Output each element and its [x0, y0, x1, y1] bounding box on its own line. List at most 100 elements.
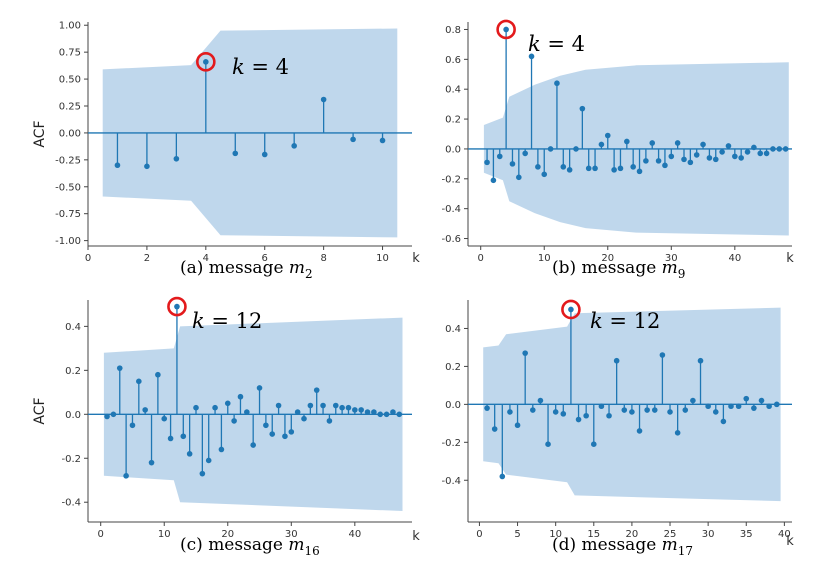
stem-marker: [674, 140, 681, 146]
panel-b-message-m9: 0 10 20 30 40 -0.6 -0.4 -0.2 0.0 0.2 0.4 0.6 0.8 k k =…: [441, 19, 794, 281]
x-tick-label: 15: [587, 529, 600, 540]
stem-marker: [720, 418, 727, 425]
stem-marker: [203, 59, 209, 65]
stem-marker: [339, 404, 345, 411]
stem-marker: [129, 422, 136, 429]
x-tick-label: 0: [85, 253, 91, 264]
stem-marker: [621, 407, 628, 413]
stem-marker: [186, 451, 193, 457]
highlight-circle: [561, 299, 581, 320]
stem-marker: [212, 404, 218, 411]
lag-annotation: k = 4: [232, 55, 289, 79]
stem-marker: [503, 26, 509, 33]
x-tick-label: 0: [478, 253, 484, 264]
stem-marker: [681, 156, 687, 163]
stem-marker: [541, 171, 548, 178]
x-tick-label: 20: [626, 529, 639, 540]
y-tick-label: -0.2: [441, 174, 461, 185]
stem-marker: [575, 416, 582, 423]
stem-marker: [383, 411, 390, 418]
stem-marker: [743, 395, 750, 402]
stem-marker: [371, 409, 377, 415]
stem-marker: [144, 163, 150, 170]
lag-annotation: k = 4: [528, 32, 585, 56]
stem-marker: [674, 430, 681, 436]
stem-marker: [522, 150, 528, 157]
stem-marker: [649, 140, 656, 146]
stem-marker: [697, 357, 704, 364]
stem-marker: [773, 401, 780, 408]
y-axis-label: ACF: [32, 397, 48, 424]
stem-marker: [636, 428, 643, 434]
stem-marker: [136, 378, 142, 385]
stem-marker: [537, 397, 544, 404]
stem-marker: [560, 411, 567, 417]
stem-marker: [766, 403, 772, 410]
stem-marker: [396, 411, 403, 418]
stem-marker: [528, 53, 535, 60]
stem-marker: [261, 151, 268, 158]
stem-marker: [758, 397, 765, 404]
stem-marker: [199, 470, 206, 477]
stem-marker: [263, 422, 269, 429]
x-tick-label: 10: [158, 529, 171, 540]
stem-marker: [161, 415, 168, 422]
stem-marker: [751, 144, 757, 151]
stem-marker: [617, 165, 624, 172]
stem-marker: [301, 415, 307, 422]
x-tick-label: 25: [664, 529, 677, 540]
stem-marker: [167, 435, 174, 442]
stem-marker: [232, 150, 239, 157]
x-tick-label: 20: [601, 253, 614, 264]
stem-marker: [705, 403, 711, 410]
stem-marker: [659, 352, 666, 358]
stem-marker: [655, 158, 662, 164]
stem-marker: [123, 473, 129, 479]
stem-marker: [751, 405, 757, 411]
stem-marker: [636, 168, 643, 175]
y-tick-label: -1.00: [55, 236, 81, 247]
panel-caption: (b) message m9: [552, 258, 685, 281]
highlight-circle: [196, 52, 216, 72]
y-tick-label: 0.0: [445, 144, 461, 155]
panel-caption: (c) message m16: [180, 535, 320, 558]
stem-marker: [579, 105, 586, 112]
y-tick-label: -0.6: [441, 234, 461, 245]
stem-marker: [496, 153, 503, 160]
stem-marker: [598, 403, 605, 410]
panel-caption: (d) message m17: [552, 535, 693, 558]
stem-marker: [174, 303, 180, 310]
stem-marker: [583, 412, 589, 419]
stem-marker: [148, 459, 155, 466]
stem-marker: [682, 407, 689, 413]
y-tick-label: 0.00: [59, 128, 81, 139]
x-tick-label: 30: [285, 529, 298, 540]
stem-marker: [104, 413, 110, 420]
x-tick-label: 10: [549, 529, 562, 540]
stem-marker: [732, 153, 738, 160]
panel-d-message-m17: 0 5 10 15 20 25 30 35 40 -0.4 -0.2 0.0 0.2 0.4 k k = 12…: [441, 299, 794, 558]
stem-marker: [624, 138, 630, 145]
x-tick-label: 4: [203, 253, 209, 264]
x-tick-label: 40: [778, 529, 791, 540]
stem-marker: [566, 167, 573, 173]
stem-marker: [573, 146, 579, 152]
stem-marker: [598, 141, 605, 148]
stem-marker: [326, 418, 333, 424]
panel-c-message-m16: 0 10 20 30 40 -0.4 -0.2 0.0 0.2 0.4 ACF k k = 12 (c) …: [32, 296, 420, 558]
y-tick-label: -0.2: [61, 454, 81, 465]
x-tick-label: 6: [262, 253, 268, 264]
y-tick-label: -0.4: [441, 204, 461, 215]
stem-marker: [237, 393, 244, 400]
stem-marker: [667, 409, 673, 415]
stem-marker: [706, 155, 713, 161]
stem-marker: [218, 446, 225, 453]
stem-marker: [379, 137, 386, 144]
stem-marker: [535, 164, 541, 170]
stem-marker: [193, 404, 199, 411]
x-tick-label: 2: [144, 253, 150, 264]
stem-marker: [282, 433, 288, 440]
stem-marker: [592, 165, 598, 172]
stem-marker: [763, 150, 770, 157]
highlight-circle: [496, 19, 516, 40]
